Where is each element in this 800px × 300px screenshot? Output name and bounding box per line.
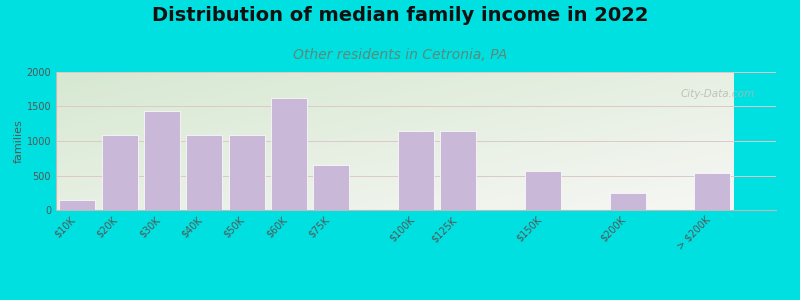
Text: Other residents in Cetronia, PA: Other residents in Cetronia, PA — [293, 48, 507, 62]
Text: City-Data.com: City-Data.com — [680, 88, 754, 99]
Bar — [314, 165, 350, 210]
Bar — [229, 135, 265, 210]
Bar — [525, 171, 561, 210]
Y-axis label: families: families — [14, 119, 24, 163]
Bar — [59, 200, 95, 210]
Text: Distribution of median family income in 2022: Distribution of median family income in … — [152, 6, 648, 25]
Bar — [694, 173, 730, 210]
Bar — [186, 135, 222, 210]
Bar — [440, 130, 476, 210]
Bar — [144, 111, 180, 210]
Bar — [610, 194, 646, 210]
Bar — [271, 98, 307, 210]
Bar — [398, 130, 434, 210]
Bar — [102, 135, 138, 210]
